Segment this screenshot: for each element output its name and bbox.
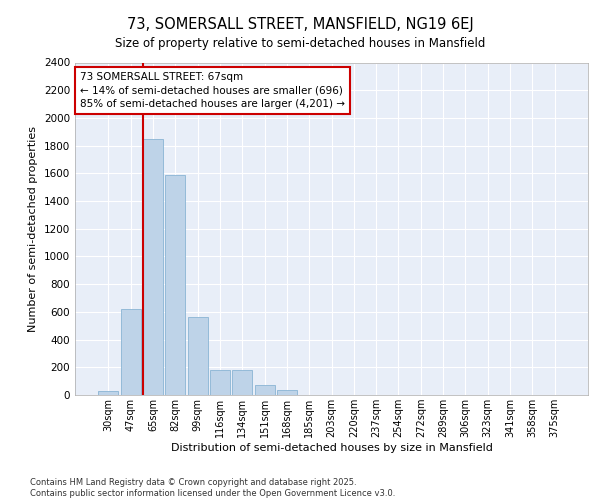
Y-axis label: Number of semi-detached properties: Number of semi-detached properties [28, 126, 38, 332]
Bar [254, 386, 275, 395]
Bar [210, 370, 230, 395]
Bar [165, 174, 185, 395]
Text: Contains HM Land Registry data © Crown copyright and database right 2025.
Contai: Contains HM Land Registry data © Crown c… [30, 478, 395, 498]
X-axis label: Distribution of semi-detached houses by size in Mansfield: Distribution of semi-detached houses by … [170, 443, 493, 453]
Text: 73 SOMERSALL STREET: 67sqm
← 14% of semi-detached houses are smaller (696)
85% o: 73 SOMERSALL STREET: 67sqm ← 14% of semi… [80, 72, 345, 109]
Bar [143, 138, 163, 395]
Text: 73, SOMERSALL STREET, MANSFIELD, NG19 6EJ: 73, SOMERSALL STREET, MANSFIELD, NG19 6E… [127, 18, 473, 32]
Bar [277, 390, 297, 395]
Bar [188, 318, 208, 395]
Text: Size of property relative to semi-detached houses in Mansfield: Size of property relative to semi-detach… [115, 38, 485, 51]
Bar [232, 370, 252, 395]
Bar [98, 391, 118, 395]
Bar [121, 309, 141, 395]
